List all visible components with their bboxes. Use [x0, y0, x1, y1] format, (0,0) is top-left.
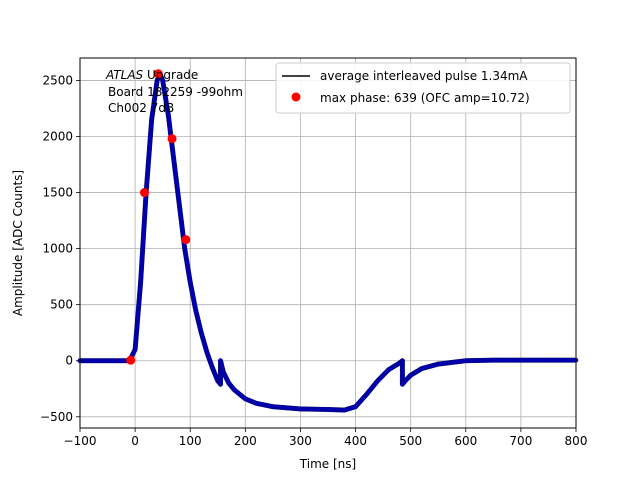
legend-marker-swatch: [291, 92, 301, 102]
annotation-line-2: Board 182259 -99ohm: [108, 85, 243, 99]
max-phase-point: [139, 188, 149, 198]
series-layer: [77, 69, 579, 413]
x-tick-label: −100: [64, 434, 97, 448]
max-phase-point: [167, 134, 177, 144]
x-axis-label: Time [ns]: [299, 457, 356, 471]
legend-entry-max-phase: max phase: 639 (OFC amp=10.72): [320, 91, 530, 105]
legend: average interleaved pulse 1.34mA max pha…: [275, 62, 571, 114]
x-tick-label: 200: [234, 434, 257, 448]
legend-box: [275, 62, 571, 114]
x-tick-label: 0: [131, 434, 139, 448]
y-tick-label: 0: [65, 354, 73, 368]
x-tick-label: 500: [399, 434, 422, 448]
plot-frame: [79, 57, 577, 429]
annotation-atlas: ATLAS: [105, 68, 144, 82]
max-phase-point: [181, 235, 191, 245]
annotation-line-3: Ch002 7dB: [108, 101, 174, 115]
annotation-upgrade: Upgrade: [143, 68, 198, 82]
annotation-line-1: ATLAS Upgrade: [105, 68, 198, 82]
x-tick-label: 100: [179, 434, 202, 448]
y-tick-label: 2000: [42, 129, 73, 143]
x-tick-label: 300: [289, 434, 312, 448]
y-axis-label: Amplitude [ADC Counts]: [11, 170, 25, 316]
max-phase-point: [126, 355, 136, 365]
y-tick-label: 500: [50, 298, 73, 312]
x-tick-label: 600: [454, 434, 477, 448]
x-tick-label: 400: [344, 434, 367, 448]
annotation: ATLAS Upgrade Board 182259 -99ohm Ch002 …: [105, 68, 243, 115]
axis-ticks: −100 0 100 200 300 400 500 600 700 800 −500 0 500 100…: [40, 73, 587, 448]
y-tick-label: −500: [40, 410, 73, 424]
x-tick-label: 800: [565, 434, 588, 448]
y-tick-label: 1500: [42, 186, 73, 200]
y-tick-label: 1000: [42, 242, 73, 256]
max-phase-point: [153, 69, 163, 79]
x-tick-label: 700: [509, 434, 532, 448]
legend-entry-pulse: average interleaved pulse 1.34mA: [320, 69, 528, 83]
y-tick-label: 2500: [42, 73, 73, 87]
